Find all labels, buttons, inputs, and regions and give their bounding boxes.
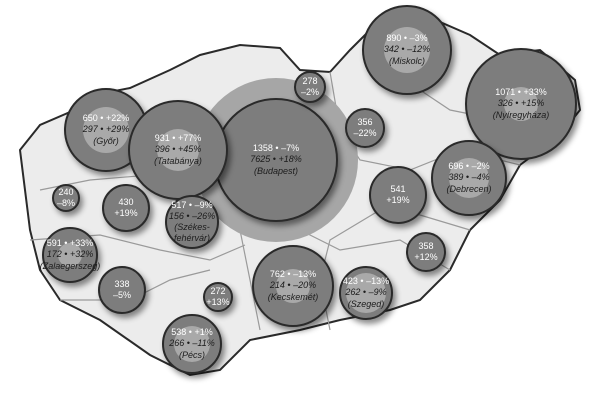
- bubble-city: (Miskolc): [389, 55, 425, 66]
- bubble-value-2: 326 • +15%: [497, 98, 545, 109]
- bubble-value-1: 517 • –9%: [171, 199, 213, 210]
- bubble-budapest[interactable]: 1358 • –7% 7625 • +18% (Budapest): [214, 98, 338, 222]
- bubble-city: (Nyíregyháza): [492, 109, 550, 120]
- bubble-value-2: 214 • –20%: [269, 280, 317, 291]
- bubble-highlight: [504, 87, 538, 121]
- bubble-value-2: 262 • –9%: [345, 287, 387, 298]
- bubble-value-2: 389 • –4%: [448, 172, 490, 183]
- bubble-value-2: 172 • +32%: [46, 249, 94, 260]
- bubble-value-2: 396 • +45%: [154, 144, 202, 155]
- bubble-value-2: +13%: [206, 297, 230, 307]
- bubble-541[interactable]: 541 +19%: [369, 166, 427, 224]
- bubble-338[interactable]: 338 –5%: [98, 266, 146, 314]
- bubble-value-2: –22%: [353, 128, 377, 138]
- bubble-value-2: 266 • –11%: [169, 338, 215, 349]
- bubble-kecskemet[interactable]: 762 • –13% 214 • –20% (Kecskemét): [252, 245, 334, 327]
- bubble-tatabanya[interactable]: 931 • +77% 396 • +45% (Tatabánya): [128, 100, 228, 200]
- bubble-value-1: 358: [418, 240, 434, 251]
- bubble-city: (Pécs): [178, 349, 205, 360]
- bubble-value-1: 1358 • –7%: [252, 143, 300, 154]
- bubble-value-1: 696 • –2%: [448, 161, 490, 172]
- bubble-highlight: [449, 158, 489, 198]
- bubble-nyiregyhaza[interactable]: 1071 • +33% 326 • +15% (Nyíregyháza): [465, 48, 577, 160]
- bubble-debrecen[interactable]: 696 • –2% 389 • –4% (Debrecen): [431, 140, 507, 216]
- bubble-highlight: [174, 326, 210, 362]
- bubble-value-1: 423 • –13%: [342, 276, 390, 287]
- bubble-city: (Tatabánya): [154, 155, 202, 166]
- bubble-value-1: 591 • +33%: [46, 238, 94, 249]
- bubble-358[interactable]: 358 +12%: [406, 232, 446, 272]
- bubble-highlight: [58, 243, 82, 267]
- bubble-value-1: 356: [357, 116, 373, 127]
- bubble-miskolc[interactable]: 890 • –3% 342 • –12% (Miskolc): [362, 5, 452, 95]
- bubble-city: (Kecskemét): [267, 291, 319, 302]
- bubble-value-2: –8%: [56, 198, 75, 208]
- bubble-value-2: 156 • –26%: [168, 210, 216, 221]
- bubble-highlight: [83, 107, 129, 153]
- bubble-value-1: 890 • –3%: [386, 33, 428, 44]
- bubble-highlight: [276, 269, 310, 303]
- bubble-value-2: 342 • –12%: [383, 44, 431, 55]
- bubble-value-1: 931 • +77%: [154, 133, 202, 144]
- bubble-value-1: 338: [114, 278, 130, 289]
- bubble-value-2: 7625 • +18%: [250, 154, 302, 165]
- bubble-highlight: [346, 273, 386, 313]
- bubble-value-2: –2%: [300, 87, 319, 97]
- bubble-city: (Győr): [93, 135, 119, 146]
- bubble-value-1: 650 • +22%: [82, 113, 130, 124]
- bubble-city: (Székes- fehérvár): [173, 222, 210, 244]
- bubble-value-1: 272: [210, 285, 226, 296]
- bubble-value-2: +19%: [114, 208, 138, 218]
- bubble-value-2: +12%: [414, 252, 438, 262]
- bubble-value-1: 1071 • +33%: [495, 87, 547, 98]
- bubble-272[interactable]: 272 +13%: [203, 282, 233, 312]
- bubble-value-2: –5%: [112, 290, 131, 300]
- bubble-value-1: 278: [302, 75, 318, 86]
- bubble-value-1: 430: [118, 196, 134, 207]
- bubble-value-1: 538 • +1%: [171, 327, 213, 338]
- bubble-szekesfehervar[interactable]: 517 • –9% 156 • –26% (Székes- fehérvár): [165, 195, 219, 249]
- bubble-city: (Szeged): [347, 298, 385, 309]
- bubble-value-2: 297 • +29%: [82, 124, 130, 135]
- bubble-value-2: +19%: [386, 195, 410, 205]
- bubble-highlight: [384, 27, 430, 73]
- bubble-pecs[interactable]: 538 • +1% 266 • –11% (Pécs): [162, 314, 222, 374]
- bubble-value-1: 541: [390, 183, 406, 194]
- bubble-356[interactable]: 356 –22%: [345, 108, 385, 148]
- bubble-278[interactable]: 278 –2%: [294, 71, 326, 103]
- bubble-szeged[interactable]: 423 • –13% 262 • –9% (Szeged): [339, 266, 393, 320]
- bubble-value-1: 240: [58, 186, 74, 197]
- bubble-zalaegerszeg[interactable]: 591 • +33% 172 • +32% (Zalaegerszeg): [39, 227, 101, 283]
- bubble-value-1: 762 • –13%: [269, 269, 317, 280]
- bubble-highlight: [157, 129, 199, 171]
- bubble-city: (Budapest): [253, 165, 299, 176]
- bubble-city: (Zalaegerszeg): [39, 260, 101, 271]
- bubble-city: (Debrecen): [446, 183, 492, 194]
- bubble-430[interactable]: 430 +19%: [102, 184, 150, 232]
- bubble-240[interactable]: 240 –8%: [52, 184, 80, 212]
